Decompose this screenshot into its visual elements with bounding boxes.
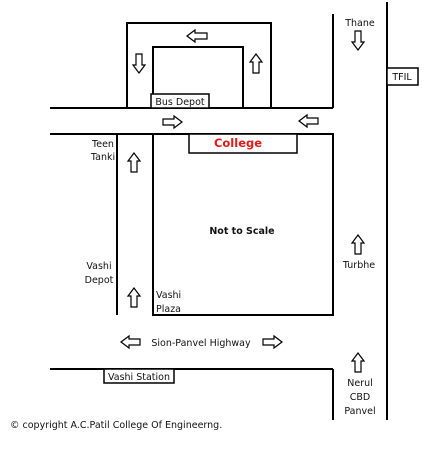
tfil-label: TFIL [391,72,412,83]
not-to-scale-label: Not to Scale [209,226,274,237]
vashi-station-label: Vashi Station [108,372,170,383]
nerul-label-line1: Nerul [347,378,373,389]
bus-depot-loop-outer [126,22,272,108]
arrow-left-icon [120,334,141,350]
thane-label: Thane [344,18,375,29]
bus-depot-label: Bus Depot [155,97,205,108]
teen-tanki-label-line2: Tanki [90,152,115,163]
nerul-label-line2: CBD [350,392,370,403]
arrow-down-icon [131,53,147,74]
vashi-plaza-label-line2: Plaza [156,304,181,315]
arrow-left-icon [298,113,319,129]
bus-depot-box [150,93,210,109]
arrow-down-icon [350,30,366,51]
roads [50,2,388,420]
tfil-box [386,67,419,86]
vashi-station-box [103,368,175,384]
arrow-left-icon [186,28,208,44]
arrow-up-icon [248,53,264,74]
direction-arrows [120,28,366,373]
college-block [152,133,334,316]
copyright-text: © copyright A.C.Patil College Of Enginee… [10,420,222,431]
arrow-right-icon [162,114,183,130]
vashi-plaza-label-line1: Vashi [156,290,181,301]
label-boxes [103,67,419,384]
arrow-up-icon [126,287,142,308]
nerul-label-line3: Panvel [344,406,375,417]
arrow-right-icon [262,334,283,350]
teen-tanki-label-line1: Teen [91,139,114,150]
arrow-up-icon [350,352,366,373]
vashi-depot-label-line2: Depot [85,275,114,286]
college-label: College [214,136,262,150]
arrow-up-icon [350,234,366,255]
vashi-depot-label-line1: Vashi [86,261,111,272]
turbhe-label: Turbhe [342,260,375,271]
bus-depot-loop-inner [152,46,244,108]
highway-label: Sion-Panvel Highway [151,338,251,349]
college-box [188,133,298,154]
arrow-up-icon [126,152,142,173]
